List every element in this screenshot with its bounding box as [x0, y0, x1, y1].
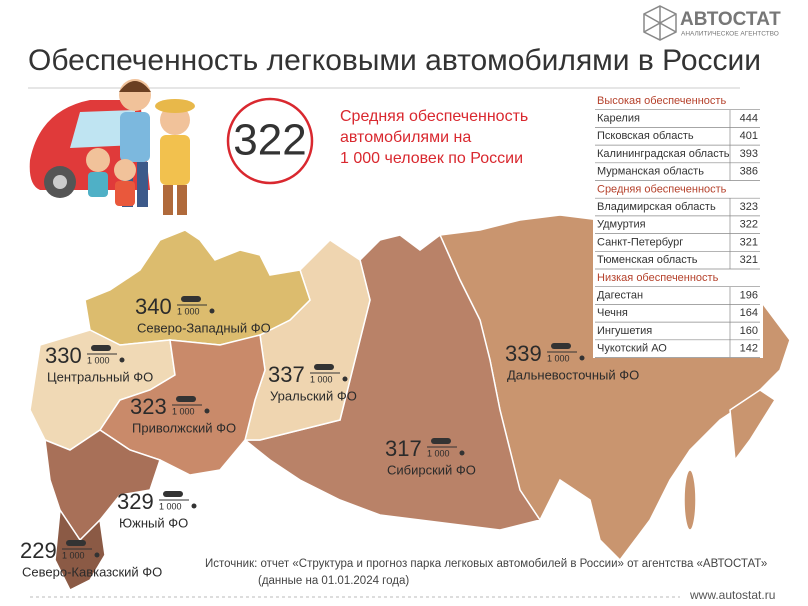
district-name: Центральный ФО — [47, 369, 153, 384]
table-region: Карелия — [597, 112, 640, 124]
car-icon — [66, 540, 86, 546]
table-value: 323 — [740, 201, 758, 213]
person-icon — [579, 355, 585, 361]
district-per: 1 000 — [172, 406, 195, 416]
district-value: 337 — [268, 362, 305, 387]
table-value: 164 — [740, 307, 758, 319]
district-per: 1 000 — [547, 353, 570, 363]
table-region: Псковская область — [597, 130, 694, 142]
car-icon — [176, 396, 196, 402]
district-per: 1 000 — [310, 374, 333, 384]
table-region: Мурманская область — [597, 166, 704, 178]
url: www.autostat.ru — [689, 588, 775, 602]
average-caption: автомобилями на — [340, 129, 471, 146]
district-per: 1 000 — [62, 550, 85, 560]
district-name: Уральский ФО — [270, 388, 357, 403]
source-line: Источник: отчет «Структура и прогноз пар… — [205, 558, 767, 570]
car-icon — [551, 343, 571, 349]
logo-icon — [643, 5, 677, 41]
district-per: 1 000 — [159, 501, 182, 511]
average-caption: 1 000 человек по России — [340, 150, 523, 167]
region-north-caucasus — [54, 507, 106, 592]
average-caption: Средняя обеспеченность — [340, 108, 528, 125]
table-region: Калининградская область — [597, 148, 730, 160]
table-value: 386 — [740, 166, 758, 178]
district-per: 1 000 — [427, 448, 450, 458]
district-per: 1 000 — [87, 355, 110, 365]
district-name: Дальневосточный ФО — [507, 367, 639, 382]
table-value: 321 — [740, 236, 758, 248]
district-name: Северо-Кавказский ФО — [22, 564, 162, 579]
table-region: Тюменская область — [597, 254, 698, 266]
table-value: 401 — [740, 130, 758, 142]
table-group-title: Низкая обеспеченность — [597, 272, 719, 284]
district-value: 323 — [130, 394, 167, 419]
average-ring — [226, 97, 314, 185]
table-value: 196 — [740, 289, 758, 301]
table-region: Чечня — [597, 307, 628, 319]
table-region: Дагестан — [597, 289, 643, 301]
logo-tagline: АНАЛИТИЧЕСКОЕ АГЕНТСТВО — [681, 31, 779, 38]
average-value: 322 — [233, 116, 306, 165]
logo-name: АВТОСТАТ — [680, 9, 781, 30]
district-name: Северо-Западный ФО — [137, 320, 271, 335]
table-region: Санкт-Петербург — [597, 236, 683, 248]
person-icon — [459, 450, 465, 456]
table-value: 321 — [740, 254, 758, 266]
district-value: 330 — [45, 343, 82, 368]
table-region: Удмуртия — [597, 219, 646, 231]
table-value: 393 — [740, 148, 758, 160]
table-region: Владимирская область — [597, 201, 716, 213]
region-kamchatka — [729, 389, 777, 462]
district-value: 229 — [20, 538, 57, 563]
family-illustration — [29, 79, 195, 215]
car-icon — [91, 345, 111, 351]
district-value: 340 — [135, 294, 172, 319]
car-icon — [163, 491, 183, 497]
table-group-title: Средняя обеспеченность — [597, 183, 727, 195]
table-panel — [593, 90, 763, 358]
district-name: Сибирский ФО — [387, 462, 476, 477]
region-south — [44, 429, 161, 542]
person-icon — [342, 376, 348, 382]
table-value: 322 — [740, 219, 758, 231]
district-name: Приволжский ФО — [132, 420, 236, 435]
table-group-title: Высокая обеспеченность — [597, 95, 726, 107]
district-value: 317 — [385, 436, 422, 461]
car-icon — [314, 364, 334, 370]
table-value: 142 — [740, 343, 758, 355]
table-region: Чукотский АО — [597, 343, 667, 355]
person-icon — [209, 308, 215, 314]
table-region: Ингушетия — [597, 325, 652, 337]
district-per: 1 000 — [177, 306, 200, 316]
table-value: 444 — [740, 112, 758, 124]
region-sakhalin — [683, 469, 697, 531]
car-icon — [181, 296, 201, 302]
person-icon — [204, 408, 210, 414]
person-icon — [119, 357, 125, 363]
title: Обеспеченность легковыми автомобилями в … — [28, 44, 761, 77]
district-name: Южный ФО — [119, 515, 188, 530]
person-icon — [94, 552, 100, 558]
person-icon — [191, 503, 197, 509]
source-date: (данные на 01.01.2024 года) — [258, 575, 409, 587]
district-value: 339 — [505, 341, 542, 366]
car-icon — [431, 438, 451, 444]
district-value: 329 — [117, 489, 154, 514]
table-value: 160 — [740, 325, 758, 337]
